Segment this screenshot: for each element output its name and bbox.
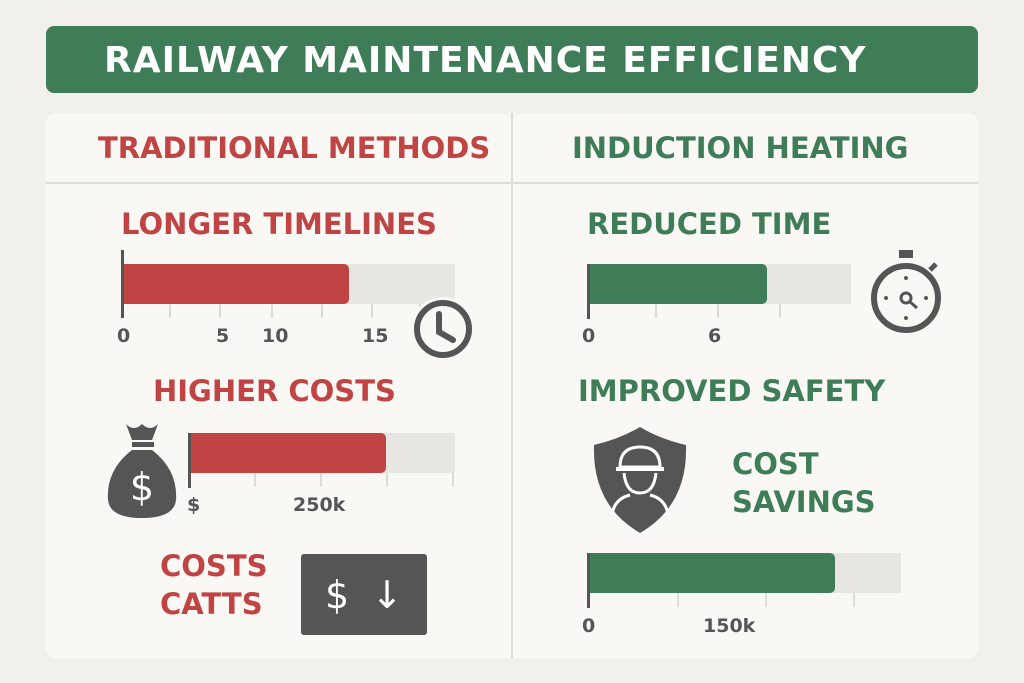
higher-costs-label: HIGHER COSTS	[153, 374, 396, 408]
arrow-down-icon: ↓	[371, 572, 404, 617]
time-bar	[587, 264, 851, 319]
clock-icon	[411, 297, 475, 361]
cost-savings-line2: SAVINGS	[732, 485, 876, 519]
axis-tick	[765, 593, 767, 607]
axis-line	[587, 553, 590, 608]
dollar-icon: $	[324, 572, 350, 617]
cost-savings-line1: COST	[732, 447, 819, 481]
page-title: RAILWAY MAINTENANCE EFFICIENCY	[104, 40, 867, 81]
costs-bar-fill	[190, 433, 387, 473]
tick-label: 250k	[293, 494, 346, 516]
axis-tick	[717, 304, 719, 318]
axis-line	[188, 433, 191, 488]
time-bar-fill	[589, 264, 768, 304]
column-divider	[511, 113, 513, 658]
axis-tick	[321, 304, 323, 318]
tick-label: $	[187, 494, 201, 516]
axis-tick	[452, 473, 454, 487]
traditional-heading: TRADITIONAL METHODS	[98, 131, 491, 165]
axis-tick	[655, 304, 657, 318]
axis-line	[587, 264, 590, 319]
timelines-bar	[121, 250, 455, 318]
tick-label: 150k	[703, 615, 756, 637]
axis-tick	[386, 473, 388, 487]
tick-label: 0	[582, 325, 596, 347]
costs-cuts-line1: COSTS	[160, 549, 268, 583]
tick-label: 10	[262, 325, 289, 347]
money-bag-icon: $	[107, 424, 177, 518]
reduced-time-label: REDUCED TIME	[587, 207, 832, 241]
axis-tick	[853, 593, 855, 607]
improved-safety-label: IMPROVED SAFETY	[578, 374, 886, 408]
axis-tick	[254, 473, 256, 487]
svg-text:$: $	[130, 465, 154, 509]
axis-tick	[371, 304, 373, 318]
longer-timelines-label: LONGER TIMELINES	[121, 207, 437, 241]
axis-tick	[677, 593, 679, 607]
header-divider	[46, 182, 978, 184]
axis-tick	[169, 304, 171, 318]
costs-bar	[188, 433, 455, 488]
tick-label: 5	[216, 325, 230, 347]
savings-bar-fill	[589, 553, 836, 593]
cost-down-badge: $ ↓	[301, 554, 427, 635]
axis-line	[121, 250, 124, 318]
tick-label: 15	[362, 325, 389, 347]
savings-bar	[587, 553, 901, 608]
tick-label: 0	[117, 325, 131, 347]
timelines-bar-fill	[123, 264, 349, 304]
axis-tick	[219, 304, 221, 318]
axis-tick	[271, 304, 273, 318]
title-banner	[46, 26, 978, 93]
stopwatch-icon	[871, 250, 941, 333]
axis-tick	[320, 473, 322, 487]
costs-cuts-line2: CATTS	[160, 587, 263, 621]
tick-label: 0	[582, 615, 596, 637]
induction-heading: INDUCTION HEATING	[572, 131, 909, 165]
axis-tick	[779, 304, 781, 318]
tick-label: 6	[708, 325, 722, 347]
shield-worker-icon	[593, 427, 687, 533]
